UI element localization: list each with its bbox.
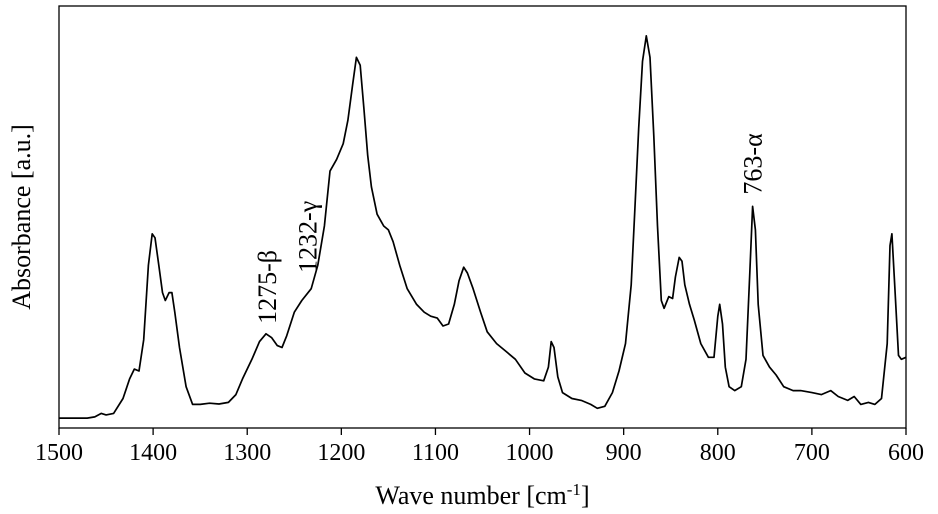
spectrum-series-line — [59, 35, 907, 419]
x-tick-label: 1300 — [223, 440, 271, 466]
x-tick-label: 1400 — [129, 440, 177, 466]
x-axis-title-superscript: -1 — [567, 480, 581, 499]
x-axis-title-main: Wave number [cm — [375, 481, 566, 510]
peak-annotation-label: 1232-γ — [293, 201, 322, 273]
plot-area-frame — [58, 5, 907, 429]
x-axis-title: Wave number [cm-1] — [375, 480, 589, 510]
x-tick-label: 1000 — [506, 440, 554, 466]
x-tick-label: 900 — [606, 440, 642, 466]
peak-annotation-label: 763-α — [739, 133, 768, 195]
x-tick-label: 800 — [700, 440, 736, 466]
x-axis-tick-labels: 1500 1400 1300 1200 1100 1000 900 800 700 600 — [35, 440, 924, 466]
x-axis-ticks — [58, 428, 907, 435]
x-axis-title-suffix: ] — [581, 481, 590, 510]
peak-annotations: 1275-β 1232-γ 763-α — [253, 133, 768, 324]
y-axis-title: Absorbance [a.u.] — [7, 124, 36, 310]
x-tick-label: 700 — [794, 440, 830, 466]
x-tick-label: 1100 — [412, 440, 459, 466]
peak-annotation-label: 1275-β — [253, 250, 282, 324]
x-tick-label: 1500 — [35, 440, 83, 466]
x-tick-label: 600 — [888, 440, 924, 466]
x-tick-label: 1200 — [317, 440, 365, 466]
